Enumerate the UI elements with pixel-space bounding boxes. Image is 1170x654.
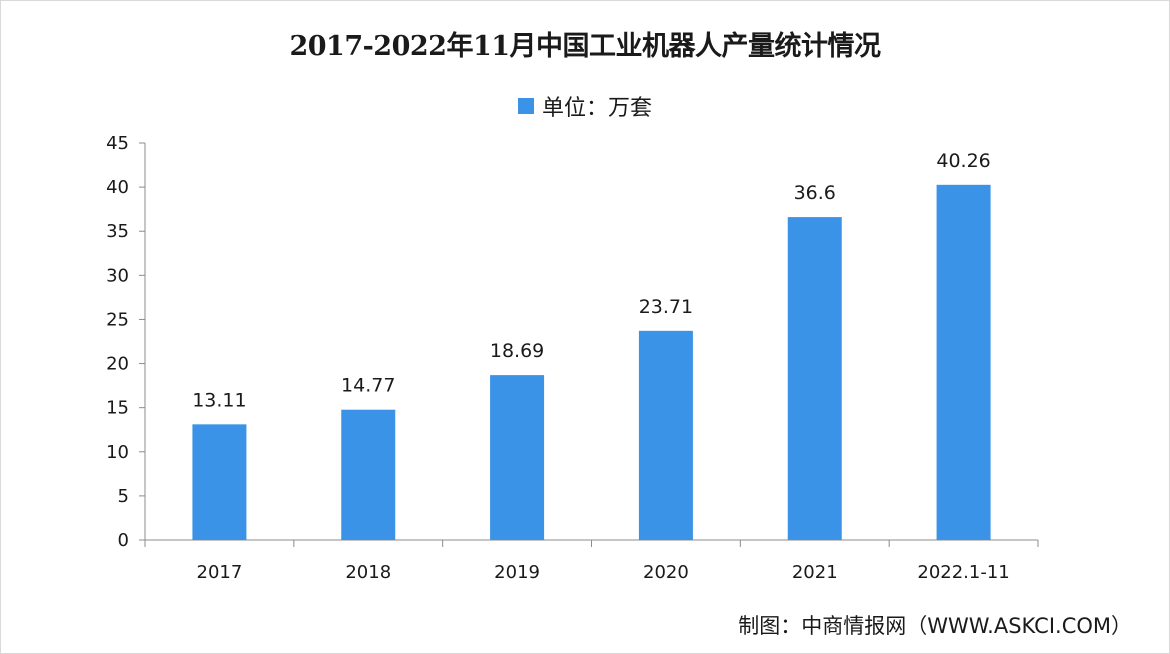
axes: 0 5 10 15 20 25 30 35 40 45 [106, 133, 1039, 551]
x-category-label: 2017 [197, 562, 243, 583]
y-tick-label: 5 [118, 486, 129, 507]
data-label: 13.11 [192, 389, 246, 411]
chart-title: 2017-2022年11月中国工业机器人产量统计情况 [289, 31, 881, 62]
y-tick-label: 25 [106, 309, 129, 330]
bar [192, 424, 247, 540]
y-tick-label: 10 [106, 442, 129, 463]
data-label: 14.77 [341, 375, 395, 397]
data-label: 40.26 [936, 150, 990, 172]
x-category-label: 2021 [792, 562, 838, 583]
data-label: 36.6 [794, 182, 836, 204]
source-note: 制图：中商情报网（WWW.ASKCI.COM） [738, 614, 1132, 638]
y-tick-label: 20 [106, 354, 129, 375]
bar [638, 330, 693, 540]
x-category-label: 2022.1-11 [917, 562, 1009, 583]
data-label: 18.69 [490, 340, 544, 362]
y-tick-label: 0 [118, 530, 129, 551]
x-category-label: 2020 [643, 562, 689, 583]
bar [787, 217, 842, 540]
y-tick-label: 40 [106, 177, 129, 198]
y-tick-label: 45 [106, 133, 129, 154]
labels: 13.11 2017 14.77 2018 18.69 2019 23.71 2020 36.6… [192, 150, 1010, 583]
x-category-label: 2018 [345, 562, 391, 583]
bars [192, 184, 991, 541]
bar [490, 375, 545, 540]
x-category-label: 2019 [494, 562, 540, 583]
y-tick-label: 35 [106, 221, 129, 242]
legend-label: 单位：万套 [541, 96, 652, 121]
y-tick-label: 15 [106, 398, 129, 419]
data-label: 23.71 [639, 296, 693, 318]
legend: 单位：万套 [0, 90, 1170, 122]
bar [341, 409, 396, 540]
y-tick-label: 30 [106, 265, 129, 286]
legend-swatch [517, 98, 534, 114]
bar [936, 184, 991, 541]
